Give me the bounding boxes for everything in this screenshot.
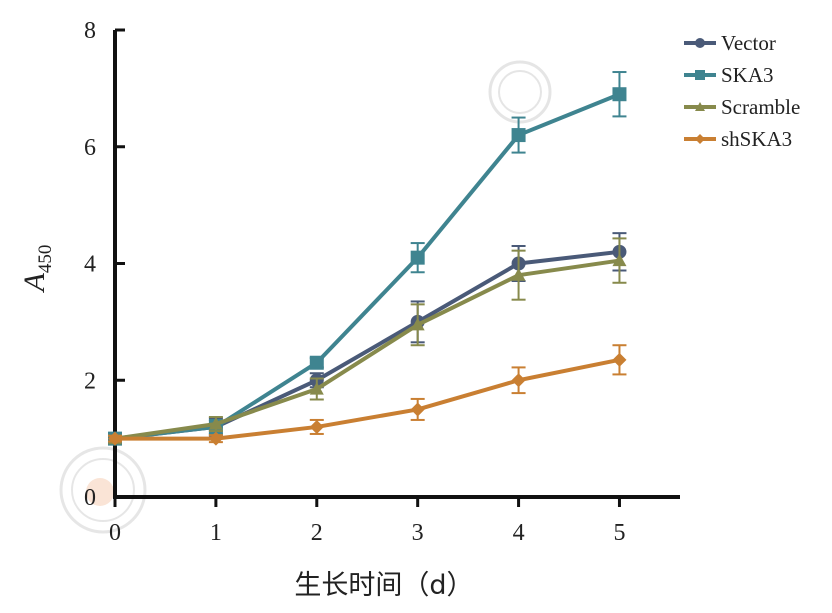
series-line bbox=[114, 92, 621, 441]
legend-marker bbox=[695, 38, 705, 48]
data-point bbox=[410, 250, 425, 265]
y-axis-ticks: 0 2 4 6 8 bbox=[84, 18, 125, 511]
data-point bbox=[208, 417, 223, 430]
x-axis-ticks: 0 1 2 3 4 5 bbox=[109, 497, 625, 546]
y-tick-label: 6 bbox=[84, 135, 96, 161]
legend-item: Scramble bbox=[684, 95, 800, 119]
y-axis-title: A450 bbox=[18, 245, 56, 294]
data-point bbox=[309, 382, 324, 395]
legend-label: SKA3 bbox=[721, 63, 774, 87]
legend-marker bbox=[695, 134, 705, 144]
series-vector bbox=[108, 232, 627, 446]
x-axis-title: 生长时间（d） bbox=[294, 570, 473, 601]
y-tick-label: 0 bbox=[84, 485, 96, 511]
data-point bbox=[511, 128, 526, 143]
series-scramble bbox=[108, 237, 627, 445]
legend-label: Vector bbox=[721, 31, 776, 55]
data-point bbox=[612, 352, 627, 367]
x-tick-label: 0 bbox=[109, 520, 121, 546]
series-shska3 bbox=[108, 344, 627, 446]
data-point bbox=[612, 87, 627, 102]
legend-marker bbox=[695, 102, 705, 111]
x-tick-label: 3 bbox=[412, 520, 424, 546]
y-tick-label: 4 bbox=[84, 252, 96, 278]
data-point bbox=[410, 317, 425, 331]
data-point bbox=[309, 419, 324, 434]
data-point bbox=[612, 253, 627, 267]
series-line bbox=[114, 249, 620, 441]
y-tick-label: 2 bbox=[84, 368, 96, 394]
legend-item: SKA3 bbox=[684, 63, 774, 87]
legend-label: shSKA3 bbox=[721, 127, 792, 151]
legend-item: shSKA3 bbox=[684, 127, 792, 151]
data-point bbox=[309, 355, 324, 370]
x-tick-label: 5 bbox=[613, 520, 625, 546]
series-layer bbox=[108, 71, 627, 446]
legend: Vector SKA3 Scramble shSKA3 bbox=[684, 31, 800, 151]
y-axis-title-subscript: 450 bbox=[35, 245, 56, 274]
data-point bbox=[108, 431, 122, 446]
x-tick-label: 1 bbox=[210, 520, 222, 546]
x-tick-label: 2 bbox=[311, 520, 323, 546]
series-line bbox=[115, 357, 620, 441]
legend-label: Scramble bbox=[721, 95, 800, 119]
data-point bbox=[511, 373, 526, 388]
data-point bbox=[410, 402, 425, 417]
data-point bbox=[511, 268, 526, 281]
y-tick-label: 8 bbox=[84, 18, 96, 44]
x-tick-label: 4 bbox=[513, 520, 525, 546]
y-axis-title-main: A bbox=[18, 272, 51, 293]
series-line bbox=[114, 258, 620, 441]
watermark-seal-icon bbox=[59, 60, 552, 534]
legend-item: Vector bbox=[684, 31, 776, 55]
data-point bbox=[208, 431, 223, 446]
legend-marker bbox=[695, 70, 705, 80]
